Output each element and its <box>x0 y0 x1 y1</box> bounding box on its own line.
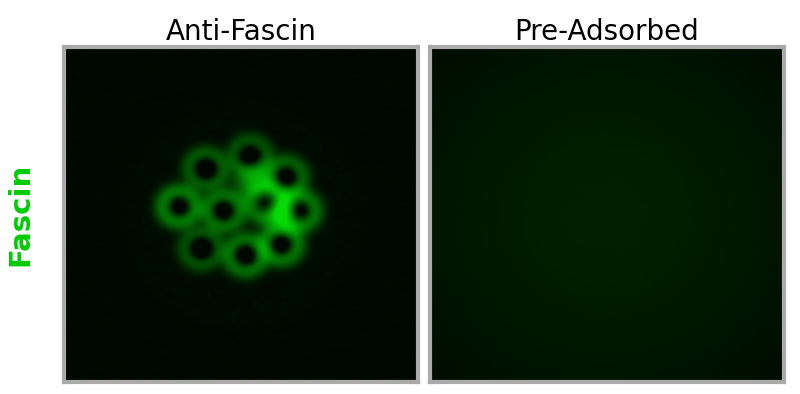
Title: Anti-Fascin: Anti-Fascin <box>166 19 316 46</box>
Title: Pre-Adsorbed: Pre-Adsorbed <box>514 19 699 46</box>
Text: Fascin: Fascin <box>6 163 35 266</box>
